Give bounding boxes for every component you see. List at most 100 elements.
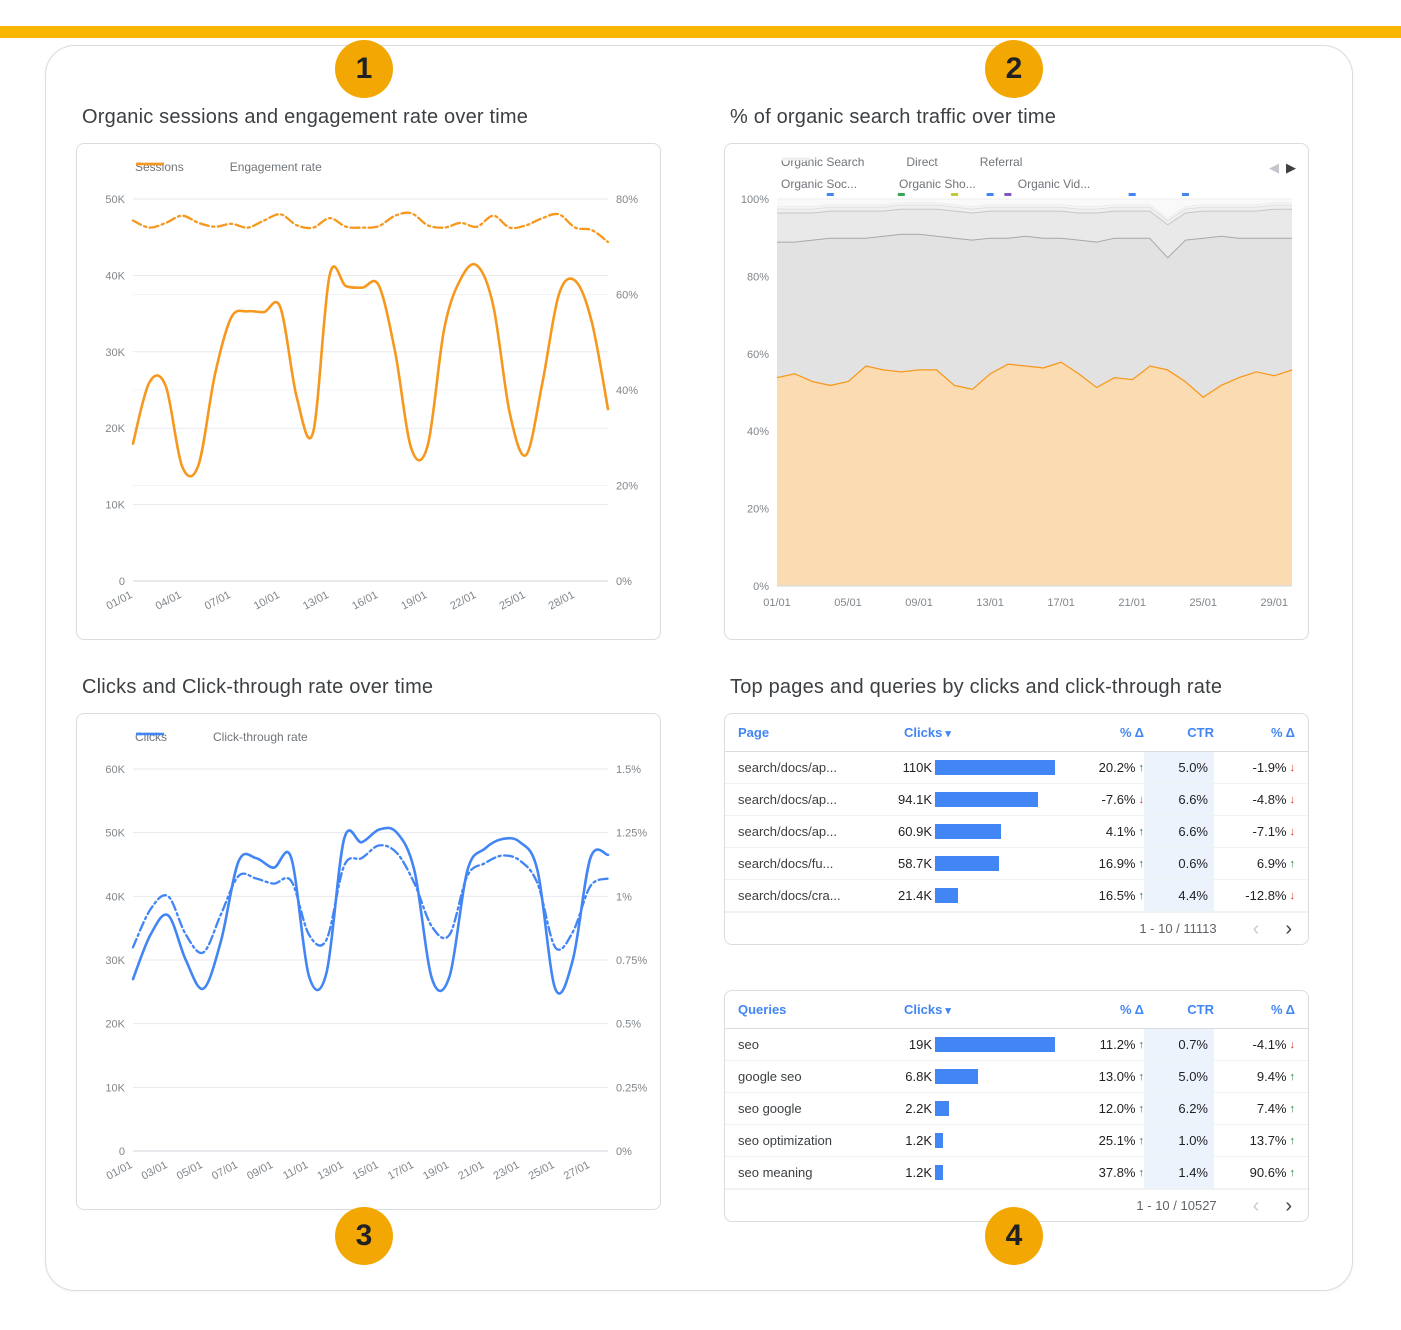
delta-value: 4.1% [1105, 824, 1136, 839]
table-row[interactable]: google seo 6.8K 13.0% ↑ 5.0% 9.4% ↑ [725, 1061, 1308, 1093]
svg-text:09/01: 09/01 [905, 597, 933, 609]
svg-text:50K: 50K [105, 828, 125, 840]
clicks-bar [935, 760, 1055, 775]
column-header-clicks[interactable]: Clicks ▾ [904, 1002, 951, 1017]
clicks-cell: 58.7K [878, 848, 1064, 879]
svg-text:0%: 0% [616, 1146, 632, 1158]
column-header-name[interactable]: Queries [738, 1002, 787, 1017]
delta-down-icon: ↓ [1289, 889, 1296, 902]
svg-text:13/01: 13/01 [316, 1159, 346, 1183]
svg-text:100%: 100% [741, 194, 769, 206]
point-marker [1181, 193, 1189, 196]
column-header-delta-clicks[interactable]: % Δ [1119, 1002, 1144, 1017]
table-row[interactable]: seo 19K 11.2% ↑ 0.7% -4.1% ↓ [725, 1029, 1308, 1061]
table-row[interactable]: search/docs/ap... 110K 20.2% ↑ 5.0% -1.9% ↓ [725, 752, 1308, 784]
panel-traffic-share: % of organic search traffic over time Or… [724, 106, 1309, 640]
sort-desc-icon[interactable]: ▾ [945, 728, 951, 740]
svg-text:01/01: 01/01 [104, 589, 134, 613]
delta-value: 11.2% [1099, 1037, 1136, 1052]
ctr-cell: 0.6% [1144, 848, 1214, 879]
row-name-cell: seo meaning [738, 1165, 813, 1180]
delta-up-icon: ↑ [1138, 1038, 1145, 1051]
svg-text:10K: 10K [105, 500, 125, 512]
sort-desc-icon[interactable]: ▾ [945, 1005, 951, 1017]
legend-item: Click-through rate [136, 730, 308, 744]
delta-up-icon: ↑ [1138, 1102, 1145, 1115]
delta-value: -12.8% [1245, 888, 1287, 903]
svg-text:60K: 60K [105, 764, 125, 776]
svg-text:01/01: 01/01 [104, 1159, 134, 1183]
prev-page-icon[interactable]: ‹ [1252, 917, 1260, 940]
legend-label: Organic Soc... [781, 177, 858, 191]
table-row[interactable]: search/docs/ap... 94.1K -7.6% ↓ 6.6% -4.8% ↓ [725, 784, 1308, 816]
svg-text:30K: 30K [105, 347, 125, 359]
area-organic-search [777, 361, 1292, 586]
column-header-clicks[interactable]: Clicks ▾ [904, 725, 951, 740]
chart-title-clicks: Clicks and Click-through rate over time [82, 676, 434, 698]
svg-text:22/01: 22/01 [448, 589, 478, 613]
svg-text:05/01: 05/01 [175, 1159, 205, 1183]
svg-text:0.5%: 0.5% [616, 1019, 641, 1031]
legend-item: Engagement rate [136, 160, 322, 174]
svg-text:21/01: 21/01 [456, 1159, 486, 1183]
svg-text:10K: 10K [105, 1082, 125, 1094]
area-direct [777, 233, 1292, 397]
column-header-delta-ctr[interactable]: % Δ [1270, 1002, 1295, 1017]
clicks-value: 110K [902, 760, 932, 775]
delta-up-icon: ↑ [1138, 1070, 1145, 1083]
column-header-ctr[interactable]: CTR [1187, 725, 1214, 740]
svg-text:27/01: 27/01 [562, 1159, 592, 1183]
clicks-value: 21.4K [898, 888, 932, 903]
svg-text:20%: 20% [616, 481, 638, 493]
clicks-bar [935, 792, 1038, 807]
svg-text:13/01: 13/01 [976, 597, 1004, 609]
column-header-delta-clicks[interactable]: % Δ [1119, 725, 1144, 740]
column-header-ctr[interactable]: CTR [1187, 1002, 1214, 1017]
clicks-bar [935, 888, 958, 903]
table-row[interactable]: search/docs/cra... 21.4K 16.5% ↑ 4.4% -12.8% ↓ [725, 880, 1308, 912]
table-row[interactable]: seo optimization 1.2K 25.1% ↑ 1.0% 13.7% ↑ [725, 1125, 1308, 1157]
delta-value: -7.1% [1252, 824, 1287, 839]
delta-value: 16.9% [1098, 856, 1136, 871]
svg-text:20K: 20K [105, 423, 125, 435]
ctr-cell: 1.4% [1144, 1157, 1214, 1188]
legend-next-icon[interactable]: ▶ [1286, 160, 1296, 175]
clicks-value: 2.2K [905, 1101, 932, 1116]
table-row[interactable]: search/docs/fu... 58.7K 16.9% ↑ 0.6% 6.9% ↑ [725, 848, 1308, 880]
ctr-delta-cell: -1.9% ↓ [1214, 752, 1295, 783]
legend-label: Direct [906, 155, 938, 169]
pagination-label: 1 - 10 / 10527 [1136, 1198, 1217, 1213]
prev-page-icon[interactable]: ‹ [1252, 1194, 1260, 1217]
delta-up-icon: ↑ [1289, 1166, 1296, 1179]
table-row[interactable]: search/docs/ap... 60.9K 4.1% ↑ 6.6% -7.1% ↓ [725, 816, 1308, 848]
legend-prev-icon[interactable]: ◀ [1269, 160, 1279, 175]
svg-text:0.25%: 0.25% [616, 1082, 647, 1094]
delta-value: 9.4% [1256, 1069, 1287, 1084]
svg-text:05/01: 05/01 [834, 597, 862, 609]
svg-text:17/01: 17/01 [1047, 597, 1075, 609]
row-name-cell: search/docs/cra... [738, 888, 841, 903]
panel-organic-sessions: Organic sessions and engagement rate ove… [76, 106, 661, 640]
column-header-name[interactable]: Page [738, 725, 770, 740]
tables-section-title: Top pages and queries by clicks and clic… [730, 676, 1223, 698]
table-row[interactable]: seo google 2.2K 12.0% ↑ 6.2% 7.4% ↑ [725, 1093, 1308, 1125]
svg-text:29/01: 29/01 [1260, 597, 1288, 609]
next-page-icon[interactable]: › [1285, 917, 1292, 940]
svg-text:25/01: 25/01 [527, 1159, 557, 1183]
delta-down-icon: ↓ [1289, 825, 1296, 838]
ctr-cell: 4.4% [1144, 880, 1214, 911]
legend-item: Organic Soc... [781, 157, 858, 191]
panel-top-pages-queries: Top pages and queries by clicks and clic… [724, 676, 1309, 1267]
traffic-chart-plot: 0% 20% 40% 60% 80% 100% 01/01 05/01 09/01 13/01 17… [741, 193, 1293, 609]
ctr-cell: 5.0% [1144, 1061, 1214, 1092]
delta-up-icon: ↑ [1289, 1070, 1296, 1083]
dashboard-card: 1 2 3 4 Organic sessions and engagement … [45, 40, 1353, 1291]
table-row[interactable]: seo meaning 1.2K 37.8% ↑ 1.4% 90.6% ↑ [725, 1157, 1308, 1189]
column-header-delta-ctr[interactable]: % Δ [1270, 725, 1295, 740]
clicks-cell: 1.2K [878, 1125, 1064, 1156]
svg-text:13/01: 13/01 [301, 589, 331, 613]
delta-value: -7.6% [1101, 792, 1136, 807]
clicks-value: 1.2K [905, 1165, 932, 1180]
clicks-chart-legend: Clicks Click-through rate [135, 730, 308, 744]
next-page-icon[interactable]: › [1285, 1194, 1292, 1217]
